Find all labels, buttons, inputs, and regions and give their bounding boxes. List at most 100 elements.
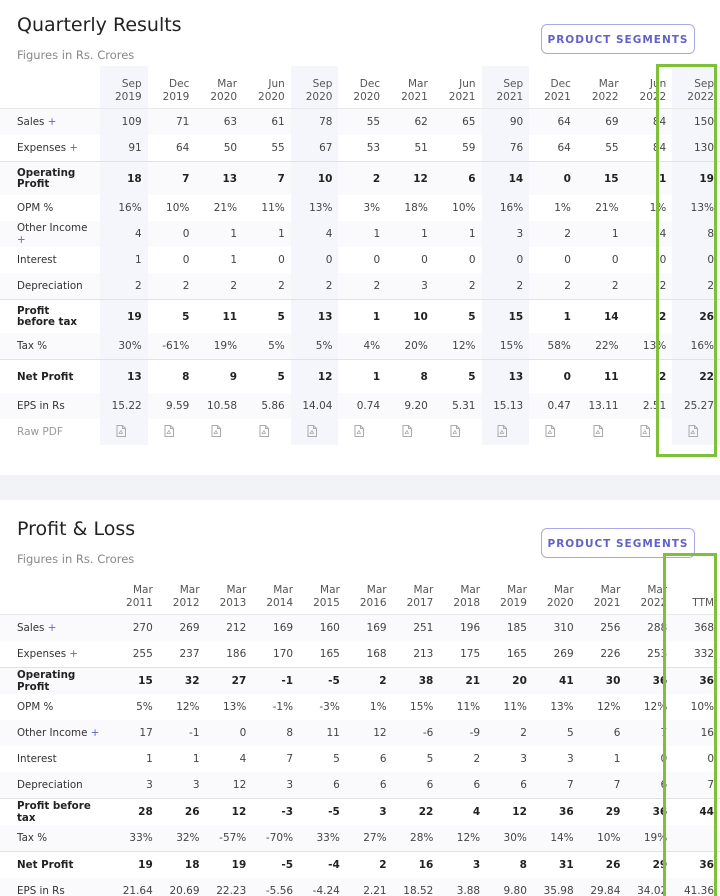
data-row: Profit before tax 19 5 11 5 13 1 10 5 15 1 14 2 26 [0, 299, 720, 333]
label-text: Other Income [17, 727, 88, 739]
column-label: Mar 2021 [401, 78, 428, 103]
pdf-icon[interactable] [259, 424, 269, 437]
pdf-cell [195, 419, 243, 445]
data-row: Depreciation 3 3 12 3 6 6 6 6 6 7 7 6 7 [0, 772, 720, 799]
cell-value: 16% [100, 195, 148, 221]
cell-value: 67 [290, 135, 339, 162]
pl-table: Mar 2011 Mar 2012 Mar 2013 Mar 2014 Mar 2015… [0, 572, 720, 896]
pdf-icon[interactable] [402, 424, 412, 437]
corner [0, 66, 100, 109]
column-label: Mar 2017 [406, 584, 434, 609]
cell-value: 185 [486, 614, 533, 641]
expand-toggle[interactable]: + [17, 234, 26, 246]
cell-value: 269 [158, 614, 206, 641]
cell-value: 6 [439, 772, 487, 799]
pdf-cell [243, 419, 291, 445]
cell-value: 0.74 [338, 393, 387, 419]
cell-value: 1 [243, 221, 291, 247]
pdf-icon[interactable] [593, 424, 603, 437]
cell-value: 169 [345, 614, 393, 641]
cell-value: 12 [345, 720, 393, 746]
cell-value: 63 [195, 108, 244, 135]
cell-value: 29 [579, 798, 627, 825]
cell-value: 168 [366, 648, 387, 660]
data-row: Net Profit 19 18 19 -5 -4 2 16 3 8 31 26 29 36 [0, 851, 720, 878]
row-label: Tax % [0, 825, 112, 852]
cell-value: 51 [414, 142, 428, 154]
pdf-icon[interactable] [497, 424, 508, 437]
cell-value: -5.56 [252, 878, 300, 896]
cell-value: 7 [286, 753, 294, 765]
pdf-icon[interactable] [116, 424, 126, 437]
pdf-icon[interactable] [450, 424, 460, 437]
cell-value: 14 [576, 299, 625, 333]
cell-value: 1 [386, 221, 434, 247]
cell-value: -5 [299, 798, 346, 825]
cell-value: 15% [410, 701, 434, 713]
cell-value: 12 [486, 798, 533, 825]
column-header: Mar 2022 [576, 66, 625, 109]
cell-value: 2 [345, 851, 393, 878]
pdf-icon[interactable] [307, 424, 317, 437]
cell-value: 1 [576, 221, 625, 247]
cell-value: -1 [158, 720, 206, 746]
column-label: Mar 2013 [219, 584, 247, 609]
cell-value: 3 [520, 753, 527, 765]
column-label: Dec 2020 [353, 78, 381, 103]
cell-value: 64 [176, 142, 190, 154]
cell-value: 7 [673, 772, 720, 799]
pdf-icon[interactable] [164, 424, 174, 437]
cell-value: 4 [439, 798, 487, 825]
column-label: Sep 2022 [687, 78, 714, 103]
cell-value: 0 [659, 254, 667, 266]
expand-toggle[interactable]: + [90, 727, 100, 739]
cell-value: 226 [600, 648, 621, 660]
cell-value: 53 [366, 142, 381, 154]
cell-value: 5% [136, 701, 153, 713]
segments-button[interactable]: PRODUCT SEGMENTS [541, 528, 695, 558]
cell-value: 5% [290, 333, 339, 360]
cell-value: 196 [439, 614, 487, 641]
cell-value: 22% [576, 333, 625, 360]
cell-value: 90 [481, 108, 530, 135]
cell-value: 38 [392, 667, 440, 694]
row-label: Sales + [0, 108, 100, 135]
cell-value: 12% [643, 701, 668, 713]
pdf-icon[interactable] [545, 424, 556, 437]
data-row: Tax % 33% 32% -57% -70% 33% 27% 28% 12% 30% 14% 10%… [0, 825, 720, 852]
cell-value: 91 [100, 135, 148, 162]
column-label: Jun 2021 [448, 78, 476, 103]
cell-value: 10% [579, 825, 627, 852]
expand-toggle[interactable]: + [47, 116, 57, 128]
pdf-icon[interactable] [211, 424, 222, 437]
cell-value: 2 [243, 273, 291, 300]
cell-value: -4.24 [299, 878, 346, 896]
pdf-icon[interactable] [354, 424, 365, 437]
cell-value: 150 [672, 108, 720, 135]
cell-value: 1 [624, 161, 673, 195]
cell-value: 5.31 [433, 393, 482, 419]
cell-value: 21 [439, 667, 487, 694]
cell-value: 5 [433, 359, 482, 393]
expand-toggle[interactable]: + [69, 142, 78, 154]
column-header: Mar 2014 [252, 572, 300, 615]
pdf-icon[interactable] [640, 424, 651, 437]
cell-value: 30% [486, 825, 533, 852]
cell-value: 3 [158, 772, 206, 799]
expand-toggle[interactable]: + [69, 648, 78, 660]
cell-value: 130 [672, 135, 720, 162]
cell-value: 332 [693, 648, 714, 660]
cell-value: -1 [252, 667, 300, 694]
cell-value: -9 [439, 720, 487, 746]
cell-value: 0 [205, 720, 253, 746]
expand-toggle[interactable]: + [47, 622, 57, 634]
cell-value: 8 [386, 359, 434, 393]
pdf-icon[interactable] [688, 424, 699, 437]
cell-value: 0 [529, 161, 577, 195]
segments-button[interactable]: PRODUCT SEGMENTS [541, 24, 695, 54]
cell-value: 0 [481, 247, 530, 273]
cell-value: 13% [624, 333, 673, 360]
cell-value: 16% [672, 333, 720, 360]
row-label: EPS in Rs [0, 878, 112, 896]
